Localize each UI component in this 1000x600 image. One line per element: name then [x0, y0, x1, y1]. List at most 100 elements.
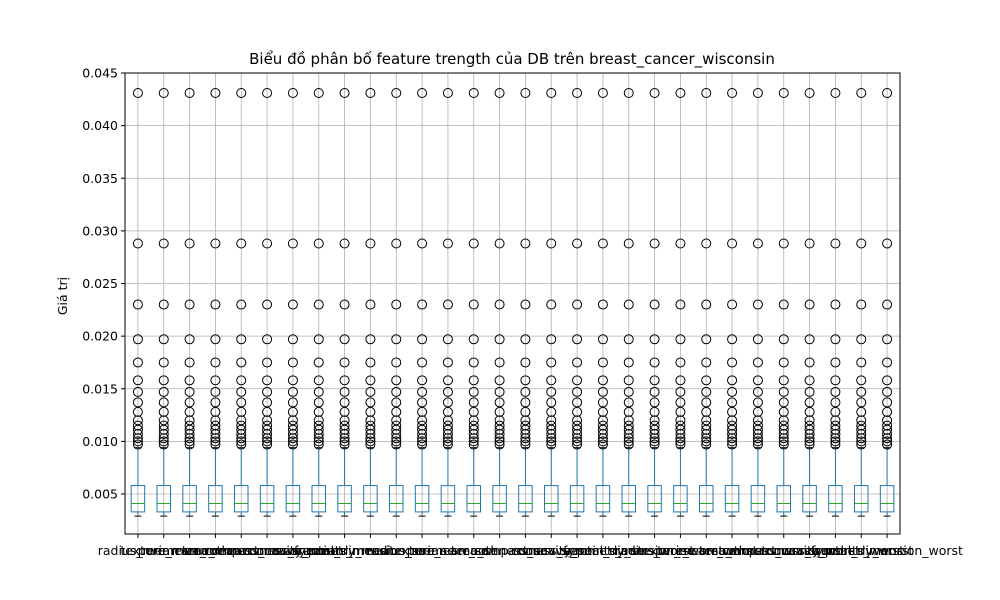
outlier-point — [262, 420, 273, 431]
outlier-point — [442, 433, 453, 444]
outlier-point — [701, 436, 712, 447]
outlier-point — [184, 375, 195, 386]
outlier-point — [623, 386, 634, 397]
outlier-point — [572, 436, 583, 447]
x-tick-label: concavity_se — [511, 543, 592, 558]
outlier-point — [727, 87, 738, 98]
outlier-point — [856, 439, 867, 450]
outlier-point — [210, 357, 221, 368]
box-iqr — [724, 485, 740, 513]
box-iqr — [156, 485, 171, 513]
outlier-point — [701, 420, 712, 431]
box-group — [234, 87, 249, 517]
outlier-point — [442, 429, 453, 440]
outlier-point — [701, 429, 712, 440]
outlier-point — [236, 436, 247, 447]
y-tick-label: 0.030 — [82, 223, 118, 238]
outlier-point — [882, 415, 893, 426]
outlier-point — [752, 87, 763, 98]
outlier-point — [494, 386, 505, 397]
outlier-point — [675, 420, 686, 431]
outlier-point — [727, 415, 738, 426]
outlier-point — [313, 439, 324, 450]
outlier-point — [520, 299, 531, 310]
outlier-point — [313, 433, 324, 444]
outlier-point — [856, 436, 867, 447]
outlier-point — [830, 429, 841, 440]
x-tick-label: area_worst — [698, 543, 767, 558]
outlier-point — [804, 87, 815, 98]
outlier-point — [313, 397, 324, 408]
outlier-point — [520, 334, 531, 345]
outlier-point — [339, 357, 350, 368]
outlier-point — [339, 334, 350, 345]
box-group — [389, 87, 404, 517]
outlier-point — [856, 334, 867, 345]
outlier-point — [597, 386, 608, 397]
box-iqr — [414, 485, 430, 513]
box-iqr — [802, 485, 817, 513]
outlier-point — [365, 87, 376, 98]
outlier-point — [132, 334, 143, 345]
outlier-point — [184, 238, 195, 249]
outlier-point — [365, 439, 376, 450]
outlier-point — [778, 397, 789, 408]
outlier-point — [236, 439, 247, 450]
outlier-point — [339, 87, 350, 98]
outlier-point — [417, 439, 428, 450]
outlier-point — [597, 436, 608, 447]
outlier-point — [132, 415, 143, 426]
outlier-point — [468, 386, 479, 397]
outlier-point — [752, 420, 763, 431]
outlier-point — [804, 334, 815, 345]
outlier-point — [520, 439, 531, 450]
outlier-point — [546, 415, 557, 426]
outlier-point — [417, 397, 428, 408]
outlier-point — [287, 386, 298, 397]
outlier-point — [778, 429, 789, 440]
box-group — [363, 87, 378, 517]
outlier-point — [830, 334, 841, 345]
outlier-point — [442, 334, 453, 345]
outlier-point — [727, 433, 738, 444]
outlier-point — [158, 386, 169, 397]
outlier-point — [391, 439, 402, 450]
x-tick-label: concavity_worst — [759, 543, 860, 558]
x-tick-label: symmetry_mean — [292, 543, 397, 558]
x-tick-label: concave_points_worst — [767, 543, 904, 558]
outlier-point — [262, 334, 273, 345]
outlier-point — [701, 415, 712, 426]
outlier-point — [701, 334, 712, 345]
outlier-point — [882, 439, 893, 450]
outlier-point — [468, 433, 479, 444]
outlier-point — [236, 420, 247, 431]
outlier-point — [468, 357, 479, 368]
outlier-point — [546, 357, 557, 368]
outlier-point — [572, 357, 583, 368]
outlier-point — [468, 238, 479, 249]
outlier-point — [752, 238, 763, 249]
outlier-point — [597, 420, 608, 431]
outlier-point — [158, 420, 169, 431]
outlier-point — [262, 375, 273, 386]
outlier-point — [520, 420, 531, 431]
box-layer — [130, 87, 895, 517]
outlier-point — [468, 334, 479, 345]
outlier-point — [623, 415, 634, 426]
outlier-point — [262, 436, 273, 447]
outlier-point — [442, 357, 453, 368]
outlier-point — [727, 238, 738, 249]
box-iqr — [699, 485, 714, 513]
outlier-point — [210, 386, 221, 397]
outlier-point — [210, 436, 221, 447]
outlier-point — [391, 299, 402, 310]
x-tick-label: smoothness_mean — [183, 543, 300, 558]
box-iqr — [130, 485, 146, 513]
outlier-point — [262, 439, 273, 450]
outlier-point — [701, 386, 712, 397]
outlier-point — [391, 420, 402, 431]
outlier-point — [727, 436, 738, 447]
outlier-point — [339, 397, 350, 408]
outlier-point — [546, 334, 557, 345]
